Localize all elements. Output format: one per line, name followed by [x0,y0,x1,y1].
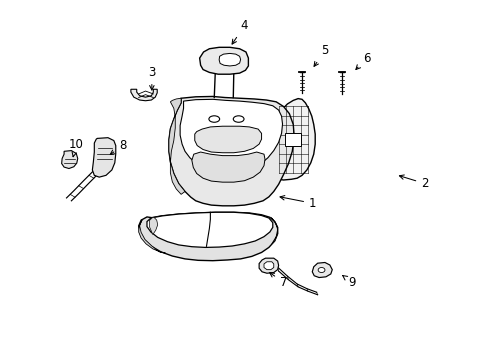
Text: 10: 10 [69,138,83,157]
Text: 9: 9 [342,275,355,289]
Polygon shape [191,152,264,182]
Text: 3: 3 [148,66,155,90]
Polygon shape [168,96,294,206]
Polygon shape [180,99,282,169]
Polygon shape [194,126,261,153]
Polygon shape [61,150,78,168]
Polygon shape [259,258,278,273]
Polygon shape [264,262,273,270]
Ellipse shape [233,116,244,122]
Polygon shape [149,217,158,234]
Text: 5: 5 [313,44,328,66]
Text: 6: 6 [355,51,369,69]
Bar [285,133,301,145]
Polygon shape [139,212,277,261]
Polygon shape [139,220,165,253]
Polygon shape [312,262,331,278]
Polygon shape [131,89,157,101]
Text: 7: 7 [269,273,286,289]
Polygon shape [92,138,116,177]
Circle shape [318,267,325,273]
Ellipse shape [208,116,219,122]
Polygon shape [219,53,240,66]
Polygon shape [147,212,272,247]
Polygon shape [168,98,184,194]
Polygon shape [199,47,248,74]
Text: 8: 8 [110,139,126,154]
Text: 2: 2 [399,175,428,190]
Polygon shape [271,99,315,180]
Polygon shape [271,218,277,244]
Text: 4: 4 [232,19,248,44]
Text: 1: 1 [280,195,316,210]
